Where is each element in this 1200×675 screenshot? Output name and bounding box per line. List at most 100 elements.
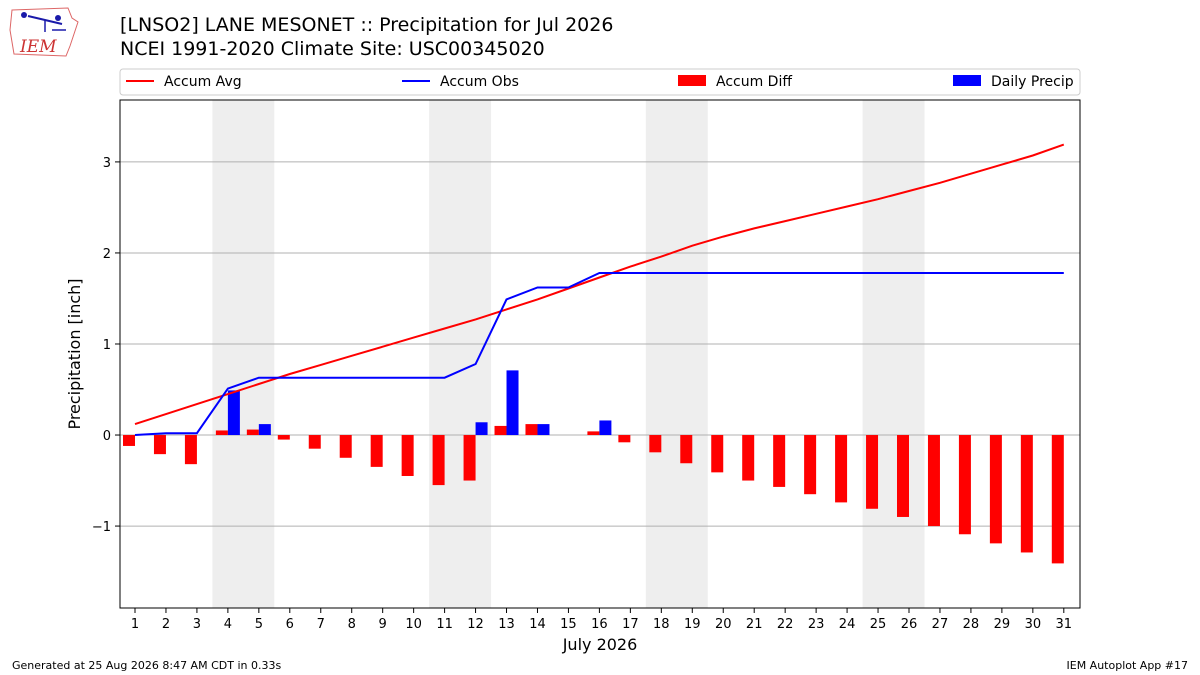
weekend-shade-3 <box>862 100 925 608</box>
x-tick-label-21: 21 <box>746 617 763 632</box>
legend: Accum Avg Accum Obs Accum Diff Daily Pre… <box>119 68 1081 96</box>
y-tick-label: 2 <box>103 247 111 262</box>
daily-precip-bar-5 <box>258 424 271 436</box>
accum-diff-bar-5 <box>246 429 259 436</box>
x-tick-label-5: 5 <box>255 617 263 632</box>
accum-diff-bar-30 <box>1020 435 1033 553</box>
x-tick-label-30: 30 <box>1025 617 1042 632</box>
plot-frame <box>119 99 1081 609</box>
accum-diff-bar-24 <box>835 435 848 503</box>
x-tick-label-3: 3 <box>193 617 201 632</box>
y-axis-ticks: 3 2 1 0 −1 <box>92 156 120 535</box>
accum-diff-bar-12 <box>463 435 476 481</box>
x-tick-label-18: 18 <box>653 617 670 632</box>
accum-diff-bar-4 <box>215 430 228 436</box>
x-tick-label-27: 27 <box>932 617 949 632</box>
x-tick-label-29: 29 <box>994 617 1011 632</box>
accum-diff-bar-13 <box>494 425 507 436</box>
x-tick-label-6: 6 <box>286 617 294 632</box>
accum-diff-bar-11 <box>432 435 445 486</box>
x-tick-label-22: 22 <box>777 617 794 632</box>
x-tick-label-7: 7 <box>317 617 325 632</box>
y-tick-label: 0 <box>103 429 111 444</box>
y-tick-label: 3 <box>103 156 111 171</box>
weekend-shade-0 <box>212 100 275 608</box>
accum-diff-bar-21 <box>742 435 755 481</box>
x-tick-label-31: 31 <box>1056 617 1073 632</box>
accum-diff-bar-26 <box>897 435 909 517</box>
legend-swatch-daily-precip <box>953 75 981 86</box>
y-tick-label: 1 <box>103 338 111 353</box>
legend-label-daily-precip: Daily Precip <box>991 74 1074 90</box>
accum-avg-line <box>134 143 1065 426</box>
accum-diff-bar-18 <box>649 435 662 453</box>
accum-diff-bar-3 <box>184 435 197 465</box>
accum-diff-bar-6 <box>277 435 290 440</box>
x-tick-label-11: 11 <box>436 617 453 632</box>
accum-diff-bar-16 <box>587 431 600 436</box>
legend-label-accum-avg: Accum Avg <box>164 74 242 90</box>
x-tick-label-14: 14 <box>529 617 546 632</box>
x-tick-label-2: 2 <box>162 617 170 632</box>
weekend-shading <box>212 100 925 608</box>
daily-precip-bar-4 <box>227 390 240 436</box>
accum-diff-bar-19 <box>680 435 693 464</box>
legend-swatch-accum-diff <box>678 75 706 86</box>
accum-diff-bar-27 <box>927 435 940 527</box>
accum-diff-bar-1 <box>123 435 135 446</box>
iowa-outline-icon <box>9 7 79 57</box>
x-tick-label-10: 10 <box>405 617 422 632</box>
legend-box <box>119 68 1081 96</box>
x-tick-label-23: 23 <box>808 617 825 632</box>
daily-precip-bar-13 <box>506 370 519 436</box>
x-tick-label-28: 28 <box>963 617 980 632</box>
chart-subtitle: NCEI 1991-2020 Climate Site: USC00345020 <box>120 38 545 60</box>
accum-obs-line <box>134 272 1064 436</box>
series-lines <box>134 143 1065 436</box>
x-axis-ticks: 1 2 3 4 5 6 7 8 9 10 11 12 13 14 15 16 17 18 19 20 21 22 23 24 2… <box>131 608 1072 632</box>
legend-label-accum-diff: Accum Diff <box>716 74 792 90</box>
accum-diff-bar-14 <box>525 424 538 436</box>
x-tick-label-20: 20 <box>715 617 732 632</box>
y-axis-label: Precipitation [inch] <box>65 278 84 429</box>
weekend-shade-1 <box>429 100 492 608</box>
x-tick-label-24: 24 <box>839 617 856 632</box>
accum-diff-bar-17 <box>618 435 631 443</box>
footer-generated: Generated at 25 Aug 2026 8:47 AM CDT in … <box>12 659 281 672</box>
x-tick-label-4: 4 <box>224 617 232 632</box>
iem-logo[interactable]: IEM <box>9 7 79 57</box>
accum-diff-bar-29 <box>989 435 1002 544</box>
accum-diff-bar-22 <box>773 435 786 487</box>
x-tick-label-17: 17 <box>622 617 639 632</box>
y-tick-label: −1 <box>92 520 111 535</box>
x-tick-label-16: 16 <box>591 617 608 632</box>
accum-diff-bar-7 <box>308 435 321 449</box>
logo-text: IEM <box>19 37 57 57</box>
x-tick-label-8: 8 <box>348 617 356 632</box>
chart-title: [LNSO2] LANE MESONET :: Precipitation fo… <box>120 14 613 36</box>
x-tick-label-13: 13 <box>498 617 515 632</box>
weather-instrument-icon <box>21 12 66 32</box>
x-tick-label-26: 26 <box>901 617 918 632</box>
x-tick-label-9: 9 <box>379 617 387 632</box>
accum-diff-bar-25 <box>866 435 879 509</box>
daily-precip-bar-14 <box>537 424 550 436</box>
bars <box>123 370 1064 564</box>
daily-precip-bar-12 <box>475 422 488 436</box>
legend-label-accum-obs: Accum Obs <box>440 74 519 90</box>
accum-diff-bar-10 <box>401 435 414 476</box>
daily-precip-bar-16 <box>599 420 612 436</box>
accum-diff-bar-28 <box>958 435 971 535</box>
weekend-shade-2 <box>645 100 708 608</box>
accum-diff-bar-23 <box>804 435 817 495</box>
accum-diff-bar-31 <box>1051 435 1064 564</box>
accum-diff-bar-9 <box>370 435 383 467</box>
accum-diff-bar-20 <box>711 435 724 473</box>
x-tick-label-25: 25 <box>870 617 887 632</box>
x-tick-label-1: 1 <box>131 617 139 632</box>
footer-app-id: IEM Autoplot App #17 <box>1067 659 1189 672</box>
x-axis-label: July 2026 <box>562 635 638 654</box>
accum-diff-bar-2 <box>153 435 166 455</box>
x-tick-label-19: 19 <box>684 617 701 632</box>
